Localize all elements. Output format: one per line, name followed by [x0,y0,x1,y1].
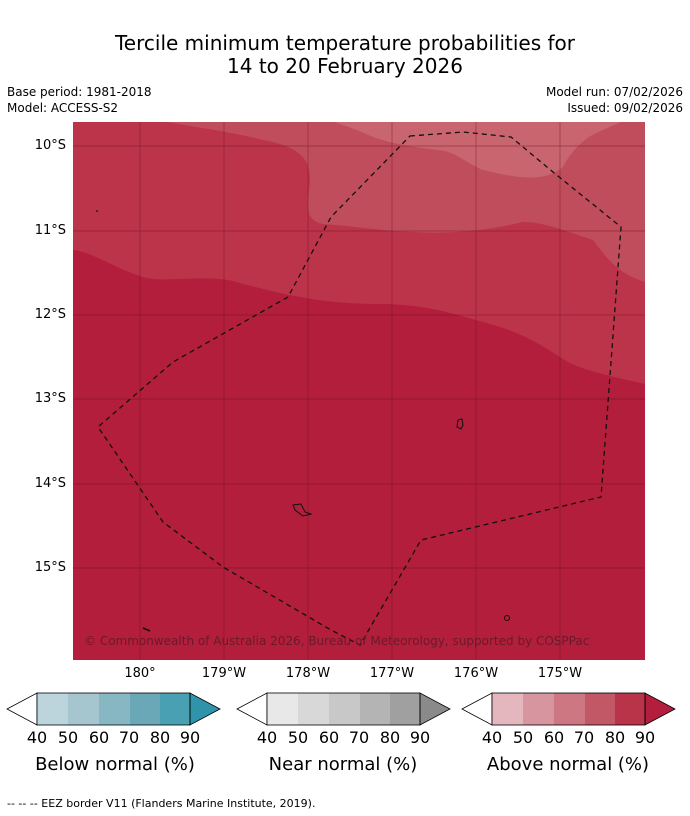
near-swatch-50 [298,693,329,725]
base-period: Base period: 1981-2018 [7,85,152,99]
near-tick-90: 90 [409,728,431,747]
colorbar-near-label: Near normal (%) [268,754,418,775]
above-tick-40: 40 [481,728,503,747]
below-swatch-70 [130,693,160,725]
copyright-notice: © Commonwealth of Australia 2026, Bureau… [84,634,590,648]
below-swatch-50 [68,693,99,725]
map-panel [73,122,645,660]
colorbar-near-max-arrow [419,692,451,726]
colorbar-below-max-arrow [189,692,221,726]
colorbar-above-label: Above normal (%) [486,754,650,775]
lon-label-176w: 176°W [453,666,499,681]
above-swatch-50 [523,693,554,725]
colorbar-above-swatches [492,693,645,725]
lat-label-14s: 14°S [34,476,66,491]
island-2 [292,503,313,517]
meta-left: Base period: 1981-2018 Model: ACCESS-S2 [7,84,152,116]
lat-label-11s: 11°S [34,223,66,238]
below-swatch-60 [99,693,130,725]
below-tick-80: 80 [149,728,171,747]
lat-label-13s: 13°S [34,391,66,406]
below-tick-50: 50 [57,728,79,747]
above-tick-60: 60 [543,728,565,747]
map-region-above-70-80-east [543,122,621,167]
below-tick-40: 40 [26,728,48,747]
above-swatch-40 [492,693,523,725]
island-5 [96,210,98,212]
colorbar-near-min-arrow [236,692,268,726]
near-tick-70: 70 [348,728,370,747]
above-tick-80: 80 [604,728,626,747]
near-swatch-60 [329,693,360,725]
below-tick-70: 70 [118,728,140,747]
lat-label-15s: 15°S [34,560,66,575]
colorbar-below [6,692,221,726]
eez-footnote: -- -- -- EEZ border V11 (Flanders Marine… [7,797,316,810]
model-run: Model run: 07/02/2026 [545,85,683,99]
above-swatch-60 [554,693,585,725]
above-swatch-70 [585,693,615,725]
colorbar-above-min-arrow [461,692,493,726]
near-swatch-40 [267,693,298,725]
colorbar-below-swatches [37,693,190,725]
below-tick-90: 90 [179,728,201,747]
lon-label-178w: 178°W [285,666,331,681]
colorbar-above [461,692,676,726]
near-tick-80: 80 [379,728,401,747]
below-swatch-40 [37,693,68,725]
title-line-2: 14 to 20 February 2026 [227,54,463,78]
lon-label-177w: 177°W [369,666,415,681]
near-tick-50: 50 [287,728,309,747]
graticule [73,122,645,660]
above-swatch-80 [615,693,645,725]
lon-label-180: 180° [124,666,156,681]
eez-border [97,131,622,646]
model-name: Model: ACCESS-S2 [7,101,119,115]
near-swatch-80 [390,693,420,725]
colorbar-near-swatches [267,693,420,725]
below-tick-60: 60 [88,728,110,747]
lat-label-12s: 12°S [34,307,66,322]
title-line-1: Tercile minimum temperature probabilitie… [114,31,576,55]
above-tick-70: 70 [573,728,595,747]
near-tick-40: 40 [256,728,278,747]
island-1 [456,418,464,430]
map-title: Tercile minimum temperature probabilitie… [0,32,690,78]
colorbar-below-min-arrow [6,692,38,726]
issued-date: Issued: 09/02/2026 [567,101,683,115]
lon-label-175w: 175°W [537,666,583,681]
near-tick-60: 60 [318,728,340,747]
colorbar-above-max-arrow [644,692,676,726]
lat-label-10s: 10°S [34,138,66,153]
colorbar-below-label: Below normal (%) [35,754,195,775]
above-tick-90: 90 [634,728,656,747]
lon-label-179w: 179°W [201,666,247,681]
above-tick-50: 50 [512,728,534,747]
island-3 [504,615,510,621]
below-swatch-80 [160,693,190,725]
near-swatch-70 [360,693,390,725]
island-4 [142,627,151,632]
colorbar-near [236,692,451,726]
meta-right: Model run: 07/02/2026 Issued: 09/02/2026 [546,84,683,116]
